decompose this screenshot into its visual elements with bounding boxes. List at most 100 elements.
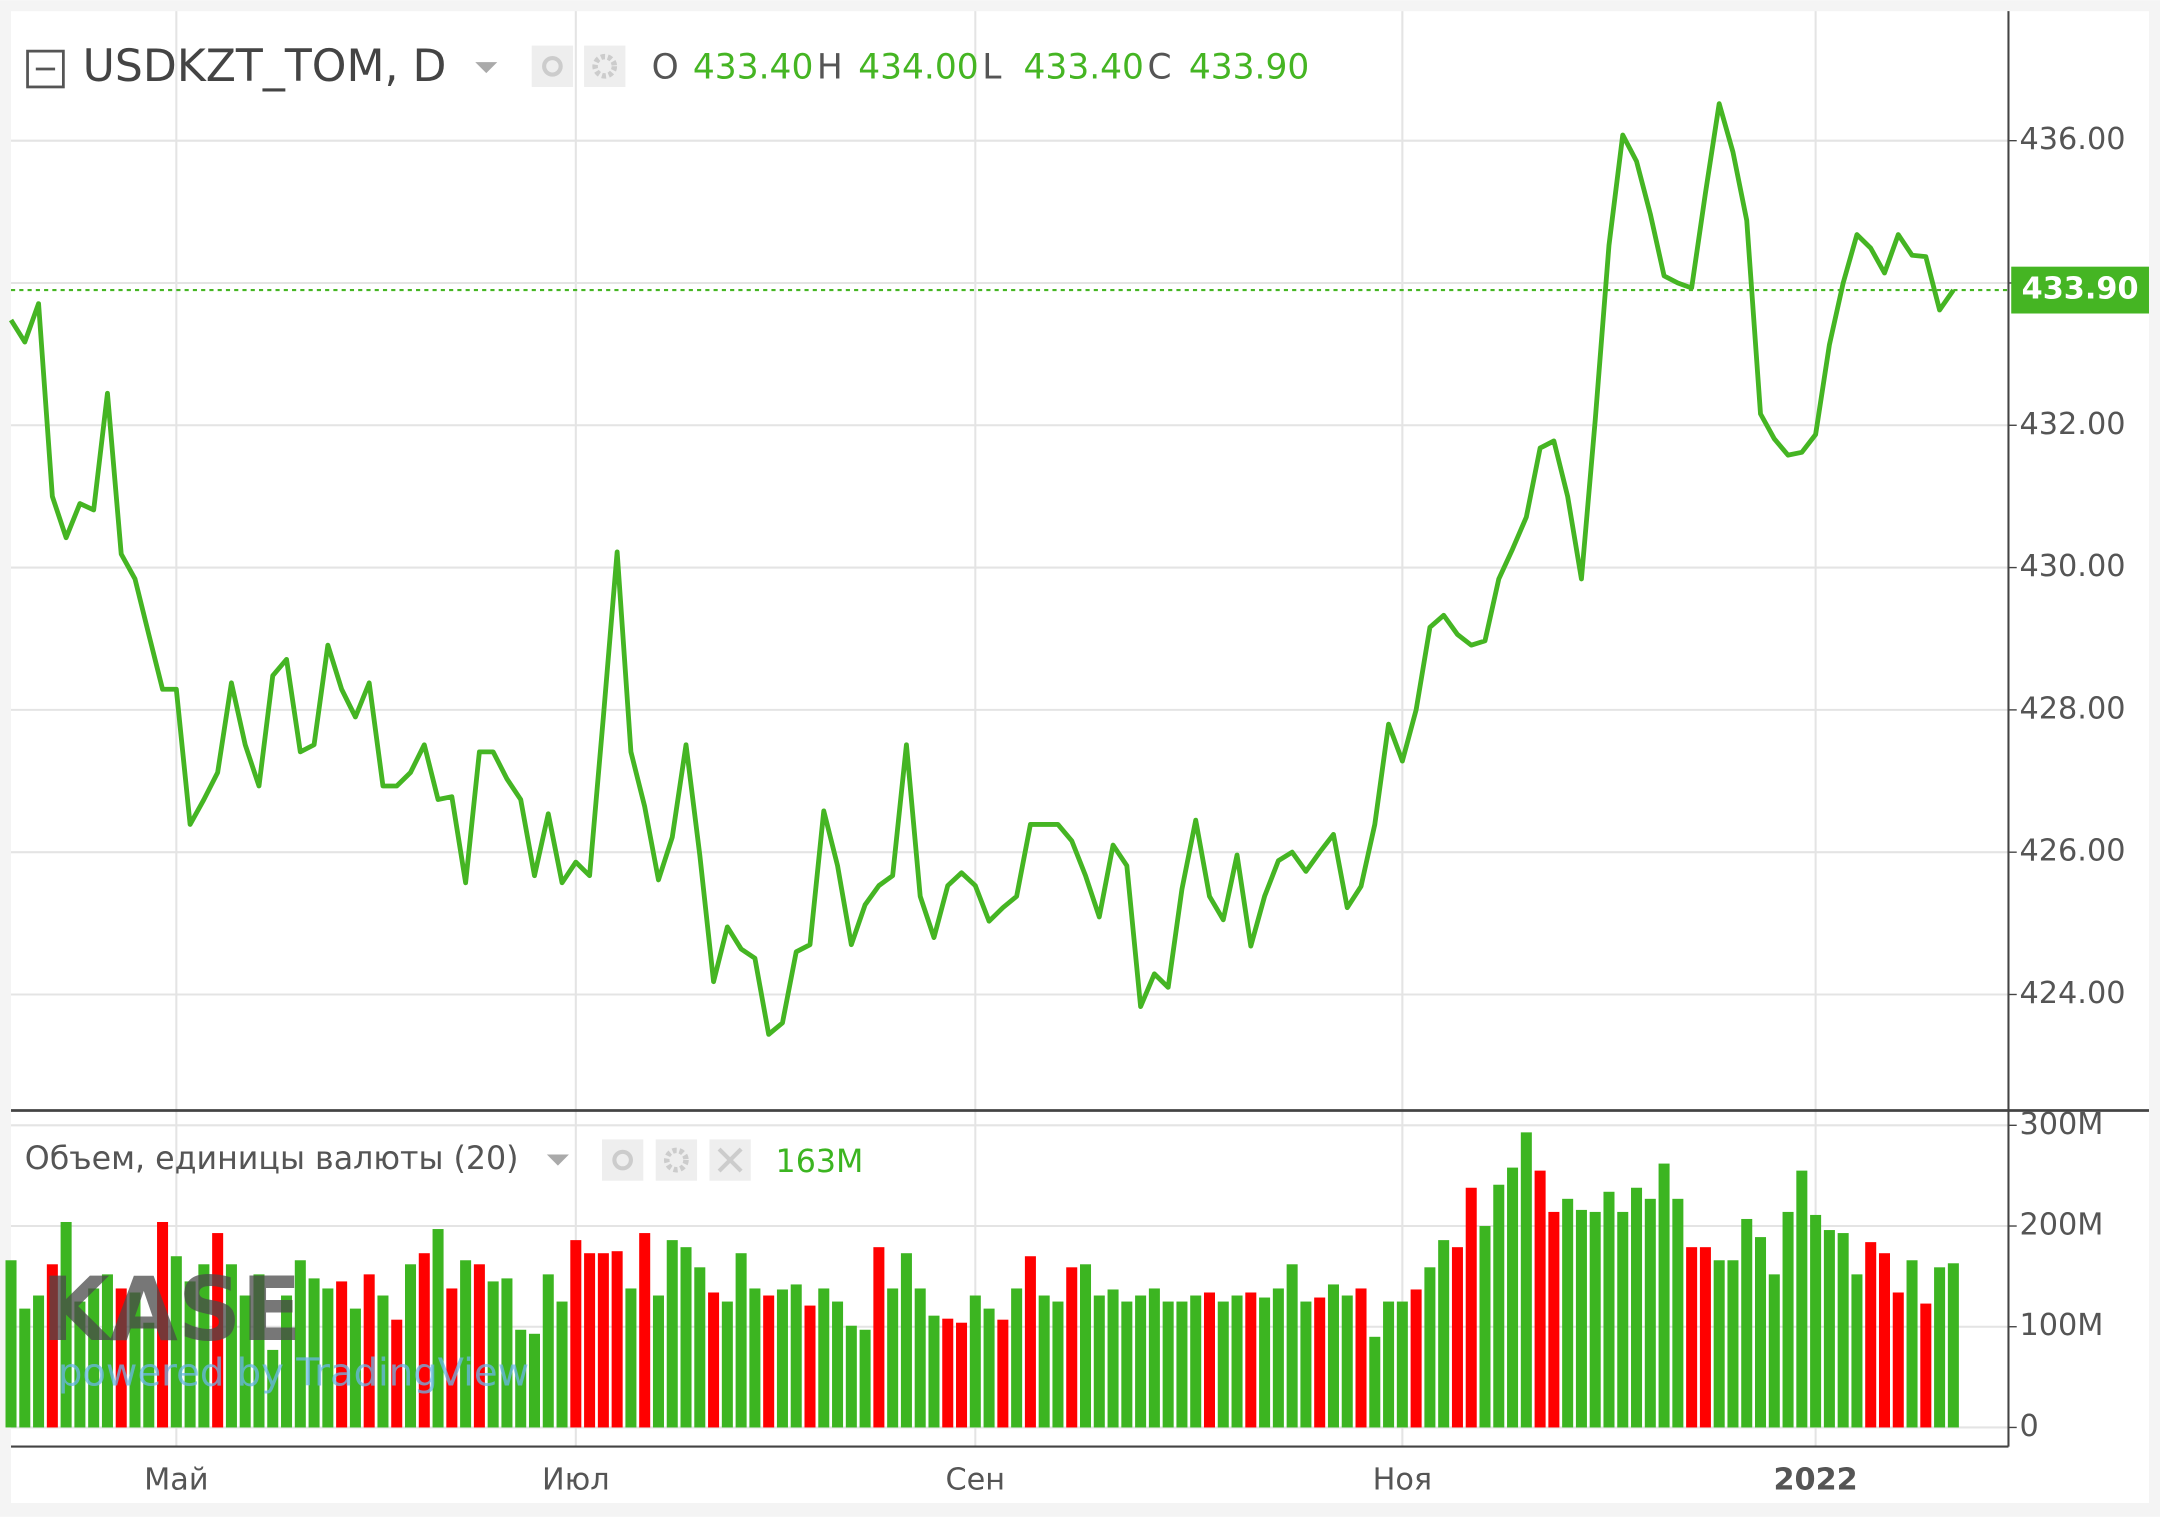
volume-bar	[1438, 1240, 1450, 1428]
volume-bar	[556, 1301, 568, 1428]
volume-bar	[1341, 1295, 1353, 1428]
volume-bar	[1162, 1301, 1174, 1428]
ohlc-key: O	[652, 48, 679, 88]
y-tick-label: 436.00	[2019, 122, 2125, 157]
volume-bar	[1589, 1211, 1601, 1428]
volume-bar	[1603, 1191, 1615, 1428]
volume-bar	[1548, 1211, 1560, 1428]
volume-bar	[997, 1319, 1009, 1428]
volume-bar	[625, 1288, 637, 1428]
settings-icon	[663, 1147, 689, 1173]
volume-bar	[460, 1260, 472, 1428]
volume-bar	[611, 1251, 623, 1428]
volume-bar	[1644, 1198, 1656, 1428]
volume-bar	[281, 1295, 293, 1428]
settings-button[interactable]	[584, 45, 626, 87]
volume-bar	[1713, 1260, 1725, 1428]
volume-bar	[914, 1288, 926, 1428]
watermark-logo: KASE	[41, 1258, 301, 1361]
volume-bar	[473, 1264, 485, 1428]
y-tick-label: 428.00	[2019, 691, 2125, 726]
volume-bar	[1286, 1264, 1298, 1428]
volume-bar	[1686, 1247, 1698, 1428]
volume-bar	[832, 1301, 844, 1428]
volume-bar	[294, 1260, 306, 1428]
volume-bar	[1176, 1301, 1188, 1428]
volume-bar	[1479, 1226, 1491, 1428]
volume-bar	[749, 1288, 761, 1428]
volume-bar	[253, 1274, 265, 1428]
volume-bar	[804, 1305, 816, 1428]
volume-bar	[942, 1318, 954, 1428]
volume-bar	[1534, 1170, 1546, 1428]
volume-bar	[1906, 1260, 1918, 1428]
volume-bar	[1272, 1288, 1284, 1428]
volume-bar	[1203, 1292, 1215, 1428]
volume-bar	[184, 1281, 196, 1428]
volume-bar	[129, 1292, 141, 1428]
symbol-dropdown[interactable]	[475, 62, 498, 74]
volume-bar	[446, 1288, 458, 1428]
volume-bar	[1052, 1301, 1064, 1428]
y-tick-label: 200M	[2019, 1208, 2103, 1243]
volume-bar	[349, 1308, 361, 1428]
volume-bar	[46, 1264, 58, 1428]
volume-bar	[1396, 1301, 1408, 1428]
volume-bar	[1190, 1295, 1202, 1428]
volume-bar	[597, 1253, 609, 1428]
volume-bar	[1369, 1336, 1381, 1428]
volume-bar	[1121, 1301, 1133, 1428]
volume-bar	[19, 1308, 31, 1428]
volume-bar	[212, 1233, 224, 1428]
volume-bar	[873, 1247, 885, 1428]
eye-button[interactable]	[531, 45, 574, 87]
volume-bar	[308, 1278, 320, 1428]
volume-bar	[1217, 1301, 1229, 1428]
ohlc-key: L	[982, 48, 1001, 88]
volume-bar	[859, 1329, 871, 1428]
volume-bar	[1727, 1260, 1739, 1428]
volume-bar	[1259, 1297, 1271, 1428]
volume-bar	[983, 1308, 995, 1428]
last-price-box	[2011, 266, 2149, 314]
y-tick-label: 100M	[2019, 1308, 2103, 1343]
volume-bar	[60, 1221, 72, 1428]
ohlc-value: 433.90	[1189, 48, 1309, 88]
volume-bar	[391, 1319, 403, 1428]
volume-bar	[1865, 1242, 1877, 1428]
volume-bar	[1617, 1211, 1629, 1428]
volume-bar	[887, 1288, 899, 1428]
volume-bar	[1493, 1184, 1505, 1428]
y-tick-label: 430.00	[2019, 549, 2125, 584]
volume-bar	[528, 1333, 540, 1428]
volume-bar	[1135, 1295, 1147, 1428]
volume-bar	[721, 1301, 733, 1428]
volume-title: Объем, единицы валюты (20)	[25, 1141, 519, 1177]
volume-bar	[487, 1281, 499, 1428]
volume-bar	[584, 1253, 596, 1428]
volume-bar	[1327, 1284, 1339, 1428]
watermark: KASE powered by TradingView	[41, 1258, 529, 1395]
volume-bar	[969, 1295, 981, 1428]
collapse-button[interactable]	[26, 49, 65, 89]
volume-bar	[74, 1301, 86, 1428]
volume-bar	[735, 1253, 747, 1428]
volume-bar	[5, 1260, 17, 1428]
volume-dropdown[interactable]	[546, 1154, 569, 1166]
volume-bar	[708, 1292, 720, 1428]
volume-bar	[101, 1274, 113, 1428]
volume-eye-button[interactable]	[601, 1139, 644, 1181]
volume-bar	[1011, 1288, 1023, 1428]
x-tick-label: Ноя	[1373, 1463, 1433, 1498]
ohlc-key: C	[1148, 48, 1172, 88]
volume-settings-button[interactable]	[655, 1139, 698, 1181]
volume-bar	[1755, 1237, 1767, 1428]
grid	[11, 11, 2009, 1447]
y-tick-label: 426.00	[2019, 834, 2125, 869]
volume-bar	[1768, 1274, 1780, 1428]
volume-bar	[88, 1288, 100, 1428]
volume-bar	[225, 1264, 237, 1428]
volume-bar	[639, 1233, 651, 1428]
ohlc-key: H	[817, 48, 843, 88]
volume-bar	[1093, 1295, 1105, 1428]
